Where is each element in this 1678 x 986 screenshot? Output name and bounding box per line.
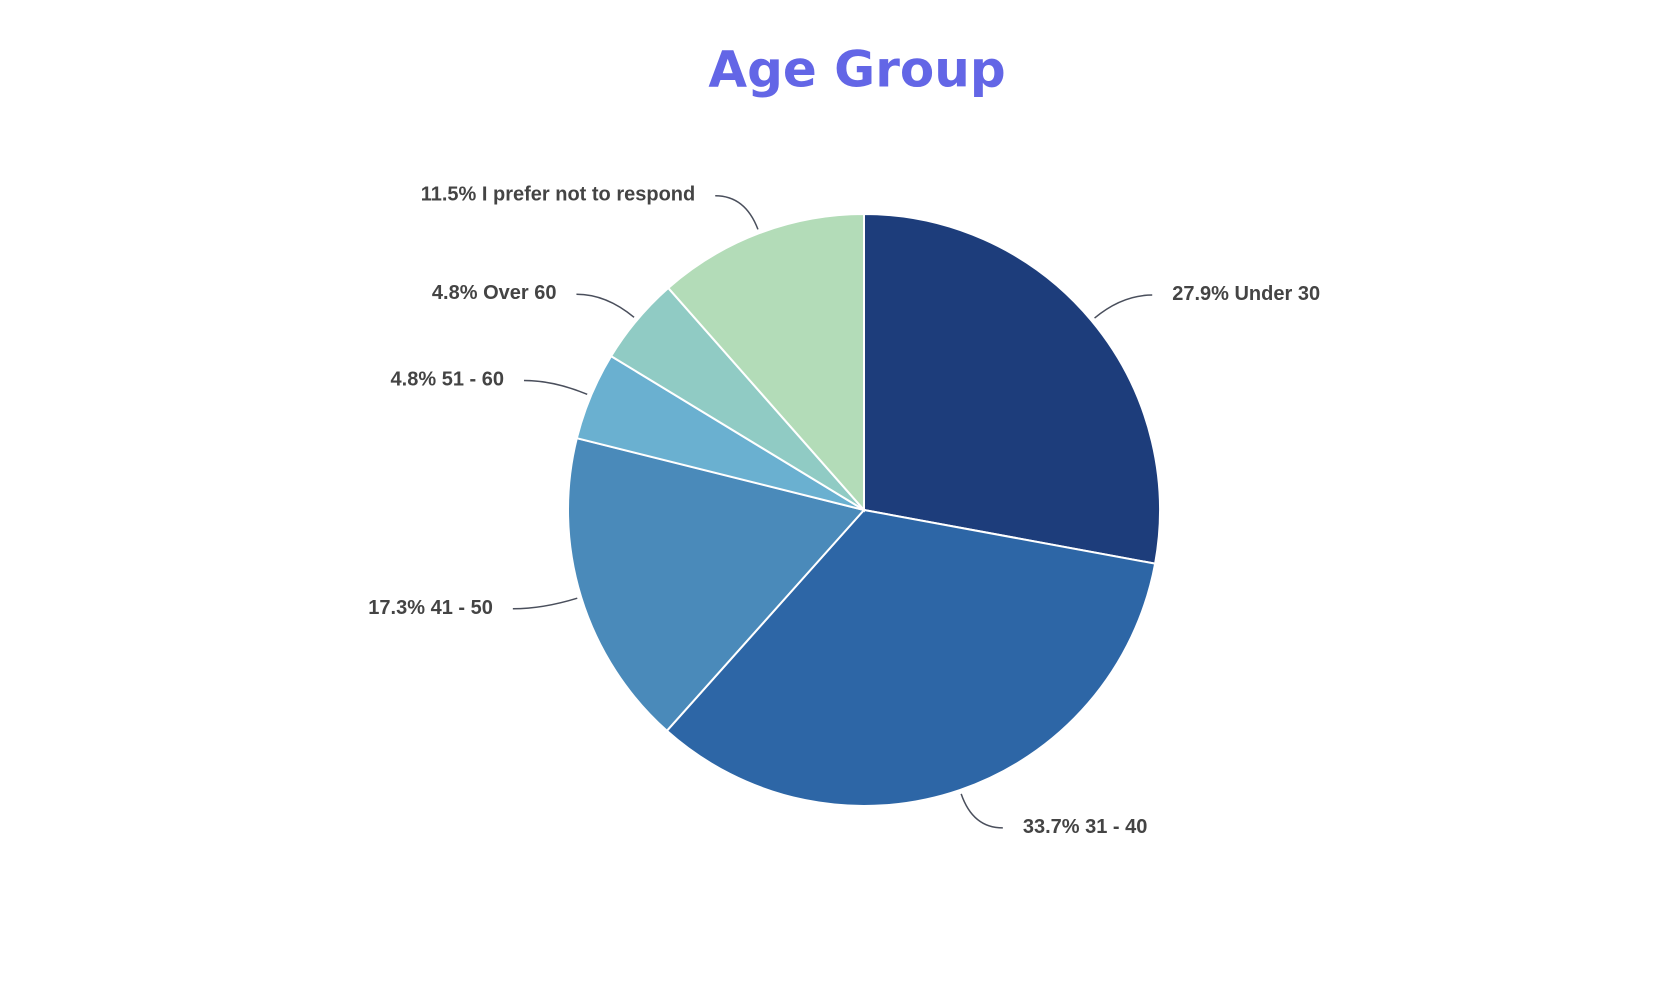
data-label: 17.3% 41 - 50 (368, 597, 493, 619)
value-label: 4.8% (432, 282, 478, 304)
category-label: 31 - 40 (1085, 816, 1147, 838)
leader-line (960, 793, 1003, 829)
category-label: I prefer not to respond (482, 184, 695, 206)
value-label: 33.7% (1023, 816, 1080, 838)
data-label: 33.7% 31 - 40 (1023, 816, 1148, 838)
category-label: 41 - 50 (431, 597, 493, 619)
data-label: 11.5% I prefer not to respond (421, 184, 696, 206)
chart-title: Age Group (708, 41, 1005, 99)
pie-slice (665, 508, 1157, 807)
category-label: 51 - 60 (442, 369, 504, 391)
pie-slice (863, 212, 1161, 565)
data-label: 4.8% Over 60 (432, 282, 557, 304)
value-label: 27.9% (1172, 283, 1229, 305)
leader-line (512, 597, 578, 610)
leader-line (523, 379, 588, 396)
leader-line (1094, 294, 1153, 319)
value-label: 17.3% (368, 597, 425, 619)
data-label: 4.8% 51 - 60 (391, 369, 504, 391)
data-label: 27.9% Under 30 (1172, 283, 1320, 305)
category-label: Over 60 (483, 282, 556, 304)
pie-slice (666, 212, 865, 513)
leader-line (576, 293, 635, 318)
category-label: Under 30 (1234, 283, 1320, 305)
value-label: 11.5% (421, 184, 477, 206)
value-label: 4.8% (391, 369, 437, 391)
pie-slice (567, 436, 866, 733)
leader-line (715, 194, 759, 230)
